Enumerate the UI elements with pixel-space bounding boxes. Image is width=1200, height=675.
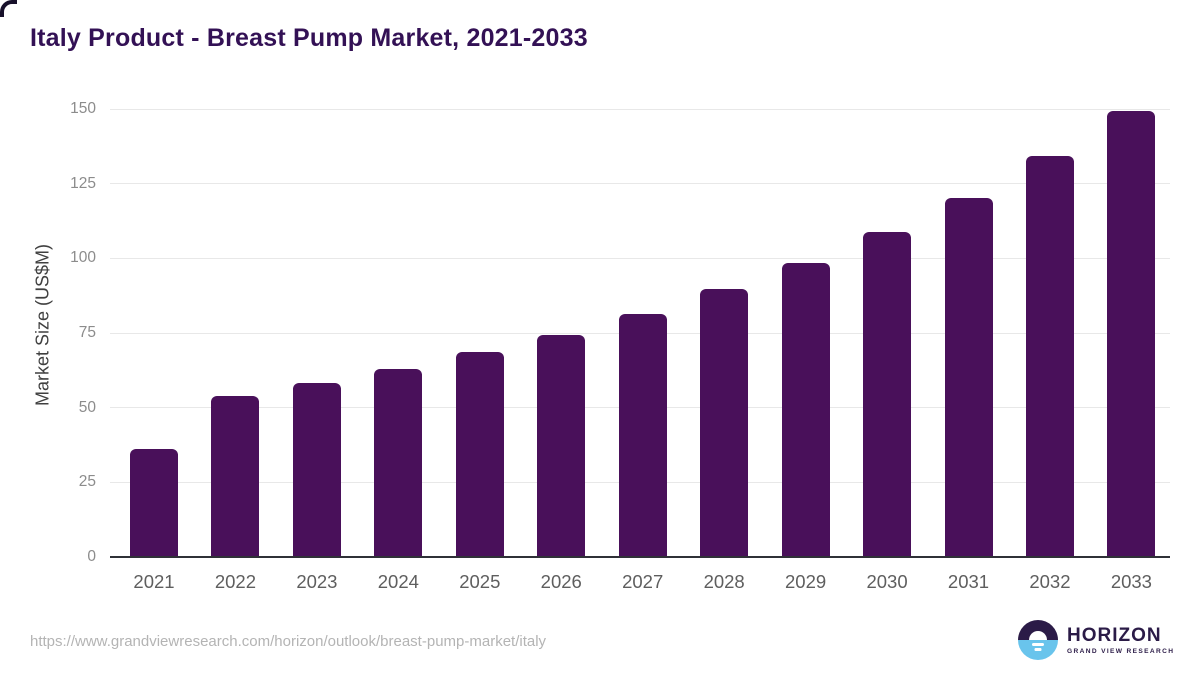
bar-2033 [1107,111,1156,557]
bar-2030 [863,231,912,557]
y-tick-label-25: 25 [78,473,96,491]
x-tick-label-2028: 2028 [703,571,745,592]
x-tick-label-2029: 2029 [785,571,827,592]
corner-artifact [0,0,17,17]
logo-brand: HORIZON [1067,624,1162,646]
y-tick-label-125: 125 [70,174,96,192]
sun-icon [1029,631,1047,640]
bar-2031 [944,198,993,557]
sun-reflection-line-icon [1034,648,1042,651]
x-tick-label-2027: 2027 [622,571,664,592]
x-axis-line [110,556,1170,558]
bar-2026 [537,334,586,557]
y-tick-label-50: 50 [78,398,96,416]
bar-2032 [1025,156,1074,557]
bar-2022 [211,395,260,557]
sun-reflection-line-icon [1032,643,1044,646]
chart-title: Italy Product - Breast Pump Market, 2021… [30,24,588,52]
y-tick-label-150: 150 [70,100,96,117]
bar-2028 [700,289,749,557]
y-tick-label-0: 0 [87,548,96,565]
gridline-125 [110,183,1170,185]
x-tick-label-2021: 2021 [133,571,175,592]
x-tick-label-2033: 2033 [1110,571,1152,592]
footer: https://www.grandviewresearch.com/horizo… [0,612,1200,675]
logo-subbrand: GRAND VIEW RESEARCH [1067,647,1175,655]
x-tick-label-2032: 2032 [1029,571,1071,592]
y-tick-label-100: 100 [70,249,96,267]
horizon-logo: HORIZON GRAND VIEW RESEARCH [1018,620,1174,660]
gridline-150 [110,108,1170,110]
source-url: https://www.grandviewresearch.com/horizo… [30,633,547,650]
horizon-sun-icon [1018,620,1058,660]
gridline-100 [110,257,1170,259]
x-tick-label-2025: 2025 [459,571,501,592]
bar-2023 [292,382,341,557]
bar-2027 [618,314,667,557]
bar-2024 [374,369,423,557]
logo-text: HORIZON GRAND VIEW RESEARCH [1067,624,1175,655]
x-tick-label-2023: 2023 [296,571,338,592]
bar-2021 [130,448,178,557]
y-tick-label-75: 75 [78,324,96,341]
x-tick-label-2031: 2031 [947,571,990,592]
x-tick-label-2026: 2026 [540,571,582,592]
x-tick-label-2030: 2030 [866,571,908,592]
bar-2025 [455,352,504,557]
x-tick-label-2022: 2022 [214,571,257,592]
x-tick-label-2024: 2024 [377,571,419,592]
bar-2029 [781,262,830,557]
